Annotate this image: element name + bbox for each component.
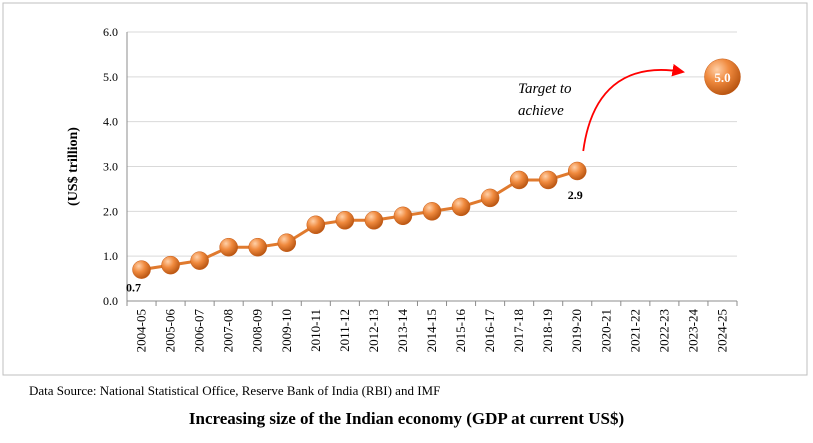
- labels: 0.7 2.9 5.0 Target to achieve: [126, 63, 731, 295]
- target-arrow: [582, 63, 685, 152]
- data-label: 0.7: [126, 281, 141, 295]
- y-tick-label: 6.0: [103, 25, 118, 39]
- data-point: [161, 255, 180, 275]
- data-point: [190, 251, 209, 270]
- y-tick-label: 2.0: [103, 204, 118, 218]
- x-tick-label: 2010-11: [308, 309, 323, 352]
- data-points: [132, 58, 741, 279]
- target-annotation-line: achieve: [518, 103, 564, 119]
- x-tick-label: 2014-15: [424, 309, 439, 352]
- y-axis-title: (US$ trillion): [66, 127, 81, 206]
- x-tick-label: 2019-20: [569, 309, 584, 352]
- gdp-line-chart: 0.0 1.0 2.0 3.0 4.0 5.0 6.0 (US$ trillion) 2004-…: [2, 2, 808, 376]
- data-point: [219, 237, 238, 257]
- y-tick-label: 5.0: [103, 70, 118, 84]
- data-point: [480, 188, 500, 208]
- x-tick-label: 2013-14: [395, 309, 410, 353]
- chart-title: Increasing size of the Indian economy (G…: [188, 409, 625, 428]
- data-point: [132, 260, 151, 279]
- x-tick-label: 2022-23: [656, 309, 671, 352]
- gdp-series-line: [141, 169, 578, 272]
- x-tick-label: 2015-16: [453, 309, 468, 353]
- x-tick-label: 2021-22: [627, 309, 642, 352]
- y-tick-label: 3.0: [103, 160, 118, 174]
- x-tick-label: 2009-10: [279, 309, 294, 352]
- chart-border: [2, 2, 808, 376]
- x-tick-label: 2005-06: [163, 309, 178, 353]
- x-tick-label: 2004-05: [134, 309, 149, 352]
- y-tick-label: 4.0: [103, 115, 118, 129]
- target-annotation-line: Target to: [518, 81, 572, 97]
- x-tick-label: 2024-25: [714, 309, 729, 352]
- x-tick-label: 2020-21: [598, 309, 613, 352]
- target-value-label: 5.0: [714, 70, 730, 85]
- data-point: [451, 197, 471, 217]
- data-point: [335, 211, 355, 230]
- data-point: [422, 202, 442, 221]
- series-line: [141, 169, 578, 272]
- data-point: [364, 211, 384, 230]
- data-point: [538, 170, 558, 190]
- axes: 0.0 1.0 2.0 3.0 4.0 5.0 6.0 (US$ trillion) 2004-…: [66, 25, 738, 353]
- x-tick-label: 2007-08: [221, 309, 236, 352]
- data-point: [306, 215, 326, 235]
- y-tick-label: 0.0: [103, 294, 118, 308]
- x-tick-label: 2018-19: [540, 309, 555, 352]
- grid-lines: [127, 31, 737, 257]
- x-tick-label: 2011-12: [337, 309, 352, 352]
- data-label: 2.9: [568, 188, 583, 202]
- data-point: [277, 233, 297, 252]
- data-point: [567, 161, 587, 181]
- data-source-note: Data Source: National Statistical Office…: [29, 383, 441, 398]
- x-tick-label: 2006-07: [192, 309, 207, 353]
- x-tick-label: 2016-17: [482, 309, 497, 353]
- chart-frame: 0.0 1.0 2.0 3.0 4.0 5.0 6.0 (US$ trillion) 2004-…: [2, 2, 808, 376]
- x-tick-label: 2023-24: [685, 309, 700, 353]
- x-tick-label: 2017-18: [511, 309, 526, 352]
- data-point: [509, 170, 529, 190]
- target-point: [704, 58, 741, 96]
- x-tick-label: 2012-13: [366, 309, 381, 352]
- x-tick-label: 2008-09: [250, 309, 265, 352]
- data-point: [393, 206, 413, 226]
- y-tick-label: 1.0: [103, 249, 118, 263]
- data-point: [248, 237, 267, 257]
